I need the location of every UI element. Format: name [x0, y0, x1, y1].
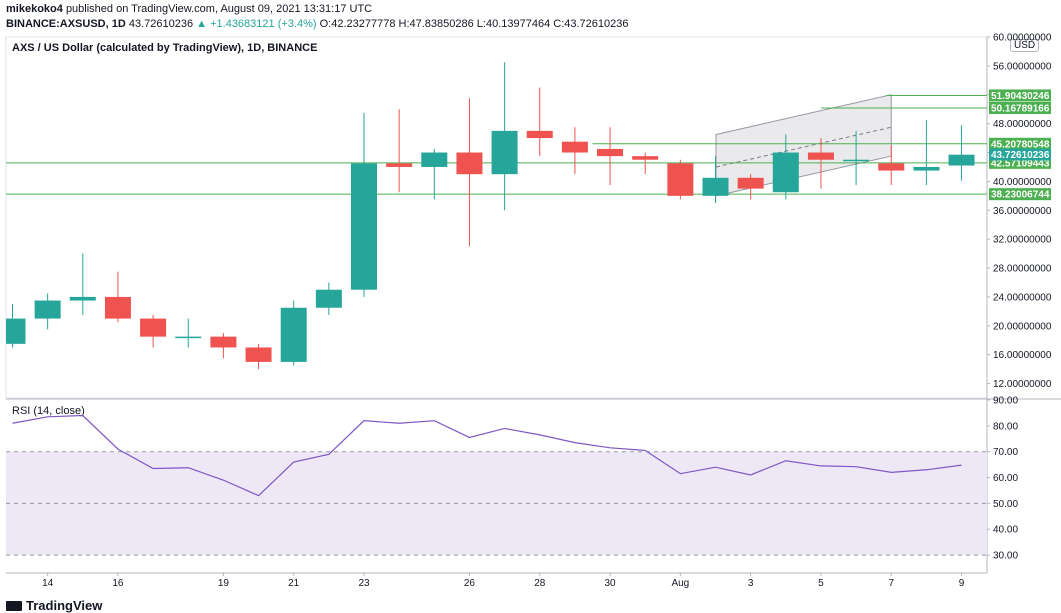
publish-info: mikekoko4 published on TradingView.com, … [6, 3, 372, 15]
author-name: mikekoko4 [6, 3, 63, 15]
candle-body [280, 307, 307, 362]
rsi-tick-label: 50.00 [993, 499, 1018, 510]
time-tick-label: Aug [671, 578, 689, 589]
candle-body [878, 163, 905, 171]
rsi-tick-label: 60.00 [993, 473, 1018, 484]
price-tick-label: 28.00000000 [993, 264, 1052, 275]
candle-body [561, 141, 588, 153]
level-tag-label: 38.23006744 [991, 190, 1050, 201]
level-tag-label: 51.90430246 [991, 91, 1050, 102]
candle-body [69, 296, 96, 301]
level-tag [989, 188, 1051, 201]
rsi-tick-label: 30.00 [993, 551, 1018, 562]
candle-body [34, 300, 61, 319]
time-tick-label: 16 [112, 578, 124, 589]
currency-badge[interactable]: USD [1010, 39, 1040, 52]
level-tag-label: 45.20780548 [991, 139, 1050, 150]
price-tick-label: 12.00000000 [993, 379, 1052, 390]
rsi-line [12, 414, 962, 497]
level-tag [989, 89, 1051, 102]
last-price-tag-label: 43.72610236 [991, 150, 1050, 161]
candle-body [667, 163, 694, 196]
candle-body [807, 152, 834, 160]
price-tick-label: 56.00000000 [993, 61, 1052, 72]
time-tick-label: 5 [818, 578, 824, 589]
chart-title: AXS / US Dollar (calculated by TradingVi… [12, 42, 318, 54]
last-price-text: 43.72610236 [128, 18, 194, 30]
time-tick-label: 21 [288, 578, 300, 589]
tradingview-logo: TradingView [6, 598, 102, 613]
level-tag-label: 50.16789166 [991, 103, 1050, 114]
candle-body [351, 163, 377, 290]
price-tick-label: 16.00000000 [993, 350, 1052, 361]
time-tick-label: 19 [218, 578, 230, 589]
candle-body [843, 159, 870, 162]
published-text: published on TradingView.com, August 09,… [65, 3, 373, 15]
price-tick-label: 32.00000000 [993, 235, 1052, 246]
candle-body [597, 148, 624, 157]
time-tick-label: 7 [888, 578, 894, 589]
time-tick-label: 3 [748, 578, 754, 589]
candle-body [245, 347, 272, 362]
time-tick-label: 23 [358, 578, 370, 589]
price-tick-label: 40.00000000 [993, 177, 1052, 188]
brand-text: TradingView [26, 598, 103, 613]
price-tick-label: 36.00000000 [993, 206, 1052, 217]
candle-body [104, 296, 131, 319]
candle-body [491, 130, 518, 175]
rsi-tick-label: 70.00 [993, 447, 1018, 458]
candle-body [6, 318, 26, 344]
candle-body [772, 152, 799, 193]
level-tag [989, 137, 1051, 150]
tradingview-logo-icon [6, 600, 22, 611]
time-tick-label: 26 [464, 578, 476, 589]
channel-midline [715, 126, 892, 168]
candle-body [140, 318, 167, 337]
ohlc-line: BINANCE:AXSUSD, 1D 43.72610236 ▲ +1.4368… [6, 18, 628, 30]
candle-body [386, 163, 413, 167]
candle-body [210, 336, 237, 348]
time-tick-label: 28 [534, 578, 546, 589]
price-tick-label: 48.00000000 [993, 119, 1052, 130]
time-tick-label: 14 [42, 578, 54, 589]
change-text: ▲ +1.43683121 (+3.4%) [196, 18, 317, 30]
candle-body [632, 156, 659, 160]
candle-body [526, 130, 553, 139]
price-tick-label: 60.00000000 [993, 33, 1052, 44]
rsi-tick-label: 80.00 [993, 421, 1018, 432]
candle-body [421, 152, 448, 167]
candle-body [315, 289, 342, 308]
candle-body [913, 166, 940, 171]
rsi-title: RSI (14, close) [12, 405, 85, 417]
rsi-tick-label: 40.00 [993, 525, 1018, 536]
level-tag [989, 101, 1051, 114]
candle-body [948, 154, 975, 166]
candle-body [737, 177, 764, 189]
symbol-label: BINANCE:AXSUSD, 1D [6, 18, 126, 30]
candle-body [702, 177, 729, 196]
time-tick-label: 30 [604, 578, 616, 589]
price-tick-label: 24.00000000 [993, 292, 1052, 303]
last-price-tag [989, 148, 1051, 161]
candle-body [456, 152, 483, 175]
time-tick-label: 9 [959, 578, 965, 589]
candle-body [175, 336, 202, 339]
price-tick-label: 20.00000000 [993, 321, 1052, 332]
rsi-tick-label: 90.00 [993, 396, 1018, 407]
ohlc-text: O:42.23277778 H:47.83850286 L:40.1397746… [319, 18, 629, 30]
level-tag-label: 42.57109443 [991, 158, 1050, 169]
